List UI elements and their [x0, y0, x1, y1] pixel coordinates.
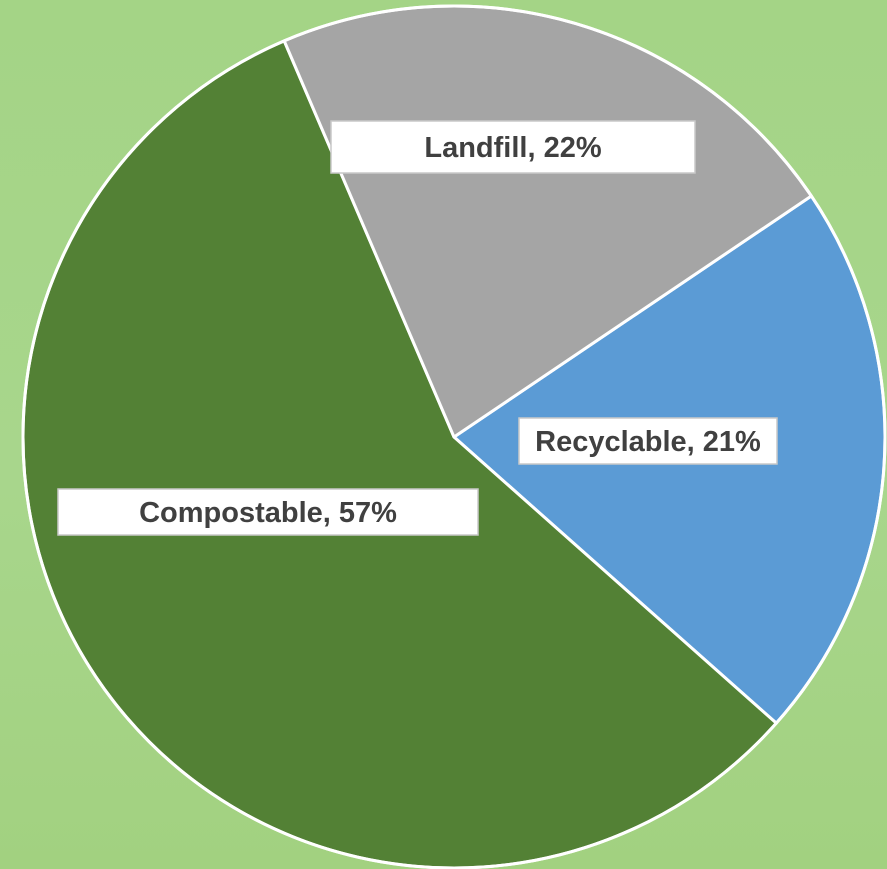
data-label-landfill: Landfill, 22%	[330, 120, 696, 174]
data-label-text: Recyclable, 21%	[535, 426, 761, 458]
data-label-compostable: Compostable, 57%	[57, 488, 479, 536]
pie-outline	[21, 4, 887, 869]
pie-labels: Recyclable, 21% Compostable, 57% Landfill,…	[57, 120, 778, 536]
data-label-text: Compostable, 57%	[139, 497, 397, 529]
data-label-recyclable: Recyclable, 21%	[518, 417, 778, 465]
data-label-text: Landfill, 22%	[424, 132, 601, 164]
data-label-box	[57, 488, 479, 536]
data-label-box	[330, 120, 696, 174]
data-label-box	[518, 417, 778, 465]
